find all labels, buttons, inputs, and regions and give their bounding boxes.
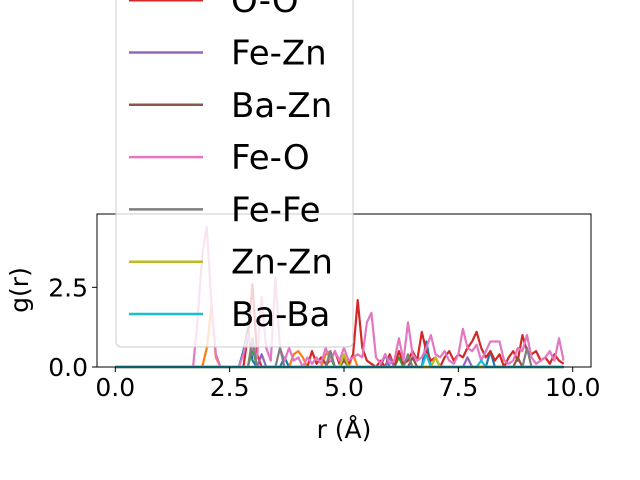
legend-items: O-O Fe-Zn Ba-Zn Fe-O Fe-Fe Zn-Zn Ba-Ba [129, 0, 333, 335]
legend-label-ba-zn: Ba-Zn [231, 86, 332, 126]
x-axis-label: r (Å) [317, 415, 372, 444]
legend-label-o-o: O-O [231, 0, 299, 21]
series-line-ba-zn [115, 356, 564, 369]
legend-label-fe-o: Fe-O [231, 138, 310, 178]
legend-label-ba-ba: Ba-Ba [231, 295, 330, 335]
series-line-fe-zn [115, 353, 564, 369]
legend-label-fe-zn: Fe-Zn [231, 34, 327, 74]
axis-ticks: 0.0 2.5 5.0 7.5 10.0 0.0 2.5 [48, 273, 600, 402]
legend-label-zn-zn: Zn-Zn [231, 243, 333, 283]
legend-box [115, 0, 354, 348]
legend: O-O Fe-Zn Ba-Zn Fe-O Fe-Fe Zn-Zn Ba-Ba [115, 0, 354, 348]
legend-label-fe-fe: Fe-Fe [231, 190, 321, 230]
x-tick-label: 0.0 [95, 373, 135, 402]
y-tick-label: 0.0 [48, 353, 88, 382]
x-tick-label: 2.5 [210, 373, 250, 402]
x-tick-label: 5.0 [324, 373, 364, 402]
y-axis-label: g(r) [5, 267, 34, 313]
x-tick-label: 10.0 [545, 373, 601, 402]
x-tick-label: 7.5 [438, 373, 478, 402]
y-tick-label: 2.5 [48, 273, 88, 302]
series-line-fe-fe [115, 337, 564, 369]
